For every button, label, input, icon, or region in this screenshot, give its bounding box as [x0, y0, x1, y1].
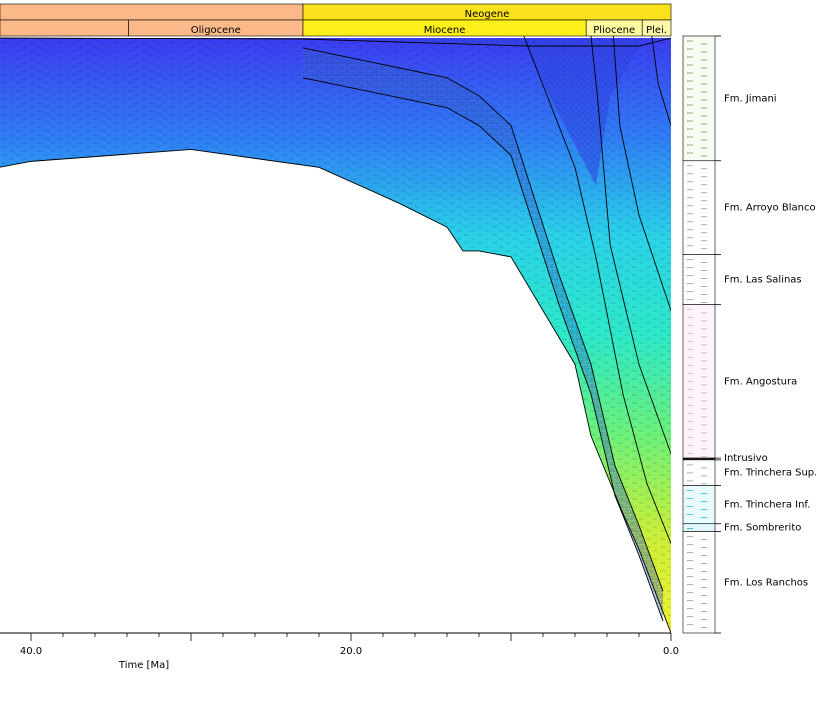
- lithology-unit: Fm. Angostura: [682, 304, 797, 459]
- period-label: Neogene: [465, 9, 510, 20]
- lithology-swatch: [682, 254, 716, 305]
- formation-label: Fm. Trinchera Inf.: [724, 500, 810, 511]
- lithology-unit: Fm. Jimani: [682, 35, 777, 162]
- lithology-unit: Fm. Trinchera Inf.: [682, 485, 810, 525]
- burial-curve: [612, 36, 671, 311]
- cool-zone-pattern: [335, 38, 643, 186]
- formation-label: Fm. Trinchera Sup.: [724, 468, 816, 479]
- formation-label: Fm. Arroyo Blanco: [724, 203, 816, 214]
- burial-curve: [523, 36, 671, 544]
- epoch-label: Oligocene: [191, 25, 241, 36]
- burial-curve: [651, 36, 671, 126]
- time-axis: 40.0 20.0 0.0: [0, 632, 679, 657]
- lithology-swatch: [682, 160, 716, 255]
- geologic-timescale: Neogene Oligocene Miocene Pliocene Plei.: [0, 3, 672, 37]
- lithology-swatch: [682, 523, 716, 532]
- lithology-unit: Fm. Arroyo Blanco: [682, 160, 816, 255]
- lithology-unit: Fm. Trinchera Sup.: [682, 459, 816, 486]
- epoch-band: [641, 19, 672, 37]
- basement-curve: [0, 148, 671, 633]
- lithology-column: Fm. Jimani Fm. Arroyo Blanco Fm. Las Salin…: [682, 35, 816, 634]
- lithology-swatch: [682, 35, 716, 162]
- lithology-pattern-overlay: [0, 38, 671, 633]
- period-paleogene-band: [0, 3, 304, 21]
- x-tick-label: 20.0: [340, 646, 362, 657]
- x-tick-label: 0.0: [663, 646, 679, 657]
- epoch-label: Pliocene: [593, 25, 635, 36]
- epoch-eocene-band: [0, 19, 129, 37]
- lithology-swatch: [682, 531, 716, 634]
- x-tick-label: 40.0: [20, 646, 42, 657]
- lithology-unit: Fm. Las Salinas: [682, 254, 802, 305]
- formation-label: Fm. Jimani: [724, 93, 777, 104]
- burial-curve: [302, 77, 664, 622]
- formation-label: Intrusivo: [724, 453, 768, 464]
- formation-label: Fm. Sombrerito: [724, 523, 801, 534]
- epoch-label: Plei.: [646, 25, 667, 36]
- x-axis-label: Time [Ma]: [118, 660, 169, 671]
- plot-area: [0, 36, 671, 633]
- lithology-swatch: [682, 485, 716, 525]
- surface-line: [0, 37, 671, 47]
- formation-label: Fm. Las Salinas: [724, 275, 802, 286]
- epoch-label: Miocene: [424, 25, 466, 36]
- formation-label: Fm. Angostura: [724, 376, 797, 387]
- burial-curve: [302, 47, 664, 592]
- burial-curve: [590, 36, 671, 455]
- formation-label: Fm. Los Ranchos: [724, 577, 808, 588]
- lithology-unit: Fm. Los Ranchos: [682, 531, 808, 634]
